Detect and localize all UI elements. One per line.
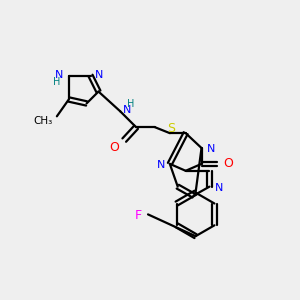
Text: N: N [206,144,215,154]
Text: O: O [110,140,119,154]
Text: N: N [157,160,165,170]
Text: H: H [128,99,135,110]
Text: S: S [167,122,175,135]
Text: N: N [94,70,103,80]
Text: F: F [135,209,142,222]
Text: N: N [214,183,223,193]
Text: H: H [53,76,61,87]
Text: N: N [123,105,132,116]
Text: O: O [223,158,233,170]
Text: CH₃: CH₃ [34,116,53,126]
Text: N: N [54,70,63,80]
